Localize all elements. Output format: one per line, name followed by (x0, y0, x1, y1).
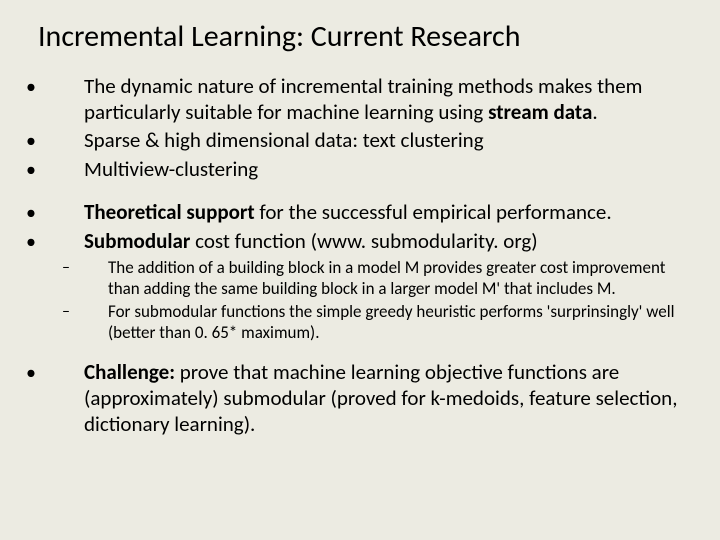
slide-title: Incremental Learning: Current Research (38, 18, 694, 55)
bullet-icon: • (26, 228, 84, 255)
bullet-group-1: • The dynamic nature of incremental trai… (26, 73, 694, 183)
bullet-item: • Multiview-clustering (26, 156, 694, 183)
bullet-icon: • (26, 199, 84, 226)
bullet-text: Submodular cost function (www. submodula… (84, 228, 694, 254)
bullet-item: • Theoretical support for the successful… (26, 199, 694, 226)
bullet-text: Theoretical support for the successful e… (84, 199, 694, 225)
bullet-group-2: • Theoretical support for the successful… (26, 199, 694, 343)
sub-bullet-item: – The addition of a building block in a … (26, 257, 694, 299)
bullet-icon: • (26, 73, 84, 100)
bullet-icon: • (26, 127, 84, 154)
bullet-item: • Submodular cost function (www. submodu… (26, 228, 694, 255)
bullet-icon: • (26, 359, 84, 386)
dash-icon: – (26, 257, 84, 278)
sub-bullet-text: For submodular functions the simple gree… (84, 301, 694, 343)
bullet-text: Multiview-clustering (84, 156, 694, 182)
bullet-item: • Sparse & high dimensional data: text c… (26, 127, 694, 154)
bullet-text: Challenge: prove that machine learning o… (84, 359, 694, 437)
slide: Incremental Learning: Current Research •… (0, 0, 720, 540)
bullet-item: • Challenge: prove that machine learning… (26, 359, 694, 437)
bullet-group-3: • Challenge: prove that machine learning… (26, 359, 694, 437)
bullet-icon: • (26, 156, 84, 183)
bullet-item: • The dynamic nature of incremental trai… (26, 73, 694, 125)
sub-bullet-item: – For submodular functions the simple gr… (26, 301, 694, 343)
bullet-text: Sparse & high dimensional data: text clu… (84, 127, 694, 153)
bullet-text: The dynamic nature of incremental traini… (84, 73, 694, 125)
dash-icon: – (26, 301, 84, 322)
sub-bullet-text: The addition of a building block in a mo… (84, 257, 694, 299)
